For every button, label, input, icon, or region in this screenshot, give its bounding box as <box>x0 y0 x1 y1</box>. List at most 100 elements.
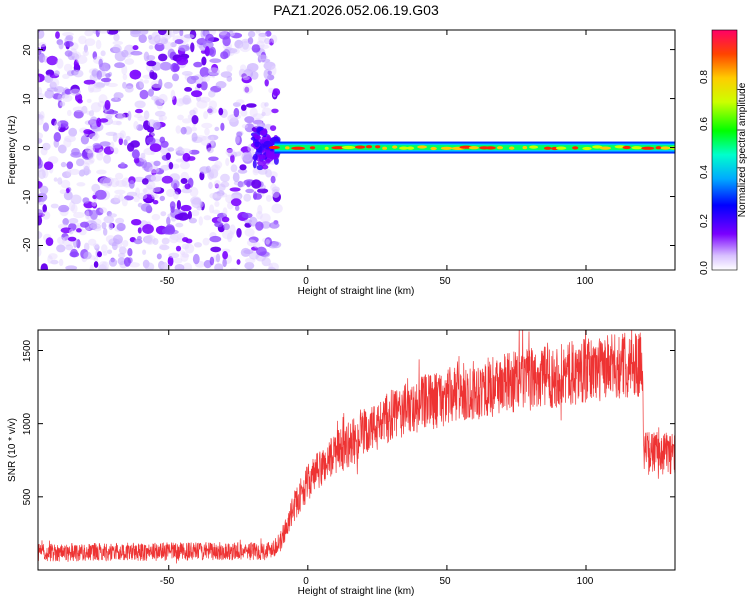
spectrogram-noise-mark <box>214 126 220 132</box>
spectrogram-noise-mark <box>65 265 78 270</box>
spectrogram-noise-mark <box>216 190 225 197</box>
spectrogram-noise-mark <box>93 257 99 262</box>
spectrogram-noise-mark <box>98 30 110 34</box>
spectrogram-noise-mark <box>158 78 163 89</box>
spectrogram-noise-mark <box>264 79 269 87</box>
spectrogram-band-peak <box>430 146 437 151</box>
spectrogram-noise-mark <box>152 186 161 193</box>
spectrogram-noise-mark <box>236 259 241 265</box>
spectrogram-noise-mark <box>271 189 280 198</box>
spectrogram-noise-mark <box>269 171 278 179</box>
spectrogram-band-peak <box>655 146 662 150</box>
spectrogram-noise-mark <box>90 102 102 113</box>
spectrogram-noise-mark <box>139 89 149 100</box>
colorbar-tick-label: 0.2 <box>699 214 710 228</box>
spectrogram-noise-mark <box>38 132 44 140</box>
spectrogram-noise-mark <box>159 244 170 251</box>
spectrogram-noise-mark <box>258 32 268 38</box>
spectrogram-noise-mark <box>236 131 243 137</box>
spectrogram-noise-mark <box>180 178 188 184</box>
spectrogram-noise-mark <box>190 42 195 53</box>
spectrogram-noise-mark <box>68 228 74 235</box>
snr-ticks <box>38 330 675 570</box>
spectrogram-band-peak <box>582 146 592 151</box>
spectrogram-noise-mark <box>182 118 192 124</box>
spectrogram-noise-mark <box>253 241 261 249</box>
spectrogram-noise-mark <box>69 251 80 258</box>
spectrogram-noise-mark <box>244 228 255 237</box>
snr-xlabel: Height of straight line (km) <box>298 586 415 597</box>
colorbar-label: Normalized spectral amplitude <box>737 82 748 217</box>
spectrogram-noise-mark <box>117 113 126 120</box>
colorbar-tick-label: 0.8 <box>699 70 710 84</box>
spectrogram-noise-mark <box>209 235 222 243</box>
spectrogram-noise-mark <box>272 88 281 96</box>
spectrogram-noise-mark <box>70 88 81 96</box>
spectrogram-noise-mark <box>65 35 74 41</box>
spectrogram-noise-mark <box>210 246 222 253</box>
spectrogram-noise-mark <box>137 227 142 234</box>
spectrogram-noise-mark <box>243 249 254 254</box>
spectrogram-noise-mark <box>143 110 150 120</box>
spectrogram-noise-mark <box>103 154 112 164</box>
spectrogram-noise-mark <box>83 251 92 260</box>
spectrogram-noise-mark <box>174 214 184 220</box>
spectrogram-noise-mark <box>133 114 143 118</box>
spectrogram-noise-mark <box>251 44 261 53</box>
spectrogram-noise-mark <box>259 130 267 136</box>
spectrogram-band-peak <box>417 145 427 149</box>
spectrogram-noise-mark <box>225 157 230 167</box>
spectrogram-noise-mark <box>257 160 267 166</box>
spectrogram-noise-mark <box>102 177 112 184</box>
spectrogram-noise-mark <box>96 70 103 80</box>
spectrogram-noise-mark <box>101 261 109 270</box>
spectrogram-noise-mark <box>68 127 78 137</box>
spectrogram-noise-mark <box>269 222 280 229</box>
spectrogram-noise-mark <box>214 201 220 207</box>
snr-panel: -50 0 50 100 500 1000 1500 Height of str… <box>7 329 676 597</box>
snr-frame <box>37 329 676 571</box>
spectrogram-noise-mark <box>133 238 143 245</box>
spectrogram-noise-mark <box>215 81 227 89</box>
spectrogram-noise-mark <box>222 251 229 260</box>
spectrogram-noise-mark <box>167 256 174 267</box>
spectrogram-noise-mark <box>181 243 189 250</box>
spectrogram-noise-mark <box>133 195 140 203</box>
spectrogram-noise-mark <box>118 137 124 146</box>
spectrogram-noise-mark <box>191 197 203 209</box>
spectrogram-ytick-label: 0 <box>22 145 33 151</box>
spectrogram-noise-mark <box>123 257 131 267</box>
spectrogram-noise-mark <box>207 106 214 115</box>
spectrogram-noise-mark <box>62 73 70 79</box>
spectrogram-xtick-label: 50 <box>439 276 451 287</box>
spectrogram-noise-mark <box>202 40 214 49</box>
spectrogram-noise-mark <box>236 99 245 104</box>
spectrogram-noise-mark <box>92 51 98 60</box>
spectrogram-noise-mark <box>101 244 108 253</box>
spectrogram-noise-mark <box>129 69 142 80</box>
spectrogram-noise-mark <box>71 148 80 156</box>
spectrogram-noise-mark <box>83 242 90 251</box>
spectrogram-band-peak <box>509 146 515 150</box>
spectrogram-xlabel: Height of straight line (km) <box>298 286 415 297</box>
spectrogram-noise-mark <box>264 237 273 247</box>
spectrogram-noise-mark <box>220 181 230 188</box>
spectrogram-noise-mark <box>161 175 173 184</box>
spectrogram-noise-mark <box>38 169 46 180</box>
snr-ytick-label: 1000 <box>22 412 33 435</box>
spectrogram-noise-mark <box>112 44 122 53</box>
spectrogram-noise-mark <box>143 79 149 84</box>
spectrogram-noise-mark <box>77 98 83 104</box>
spectrogram-noise-mark <box>65 188 70 194</box>
spectrogram-noise-mark <box>220 51 229 60</box>
spectrogram-noise-mark <box>115 172 124 180</box>
spectrogram-noise-mark <box>70 194 82 205</box>
spectrogram-noise-mark <box>230 198 242 207</box>
spectrogram-noise-mark <box>244 86 250 93</box>
spectrogram-noise-mark <box>248 216 258 227</box>
spectrogram-noise-mark <box>130 50 143 56</box>
spectrogram-noise-mark <box>95 30 100 38</box>
spectrogram-noise-mark <box>109 177 120 188</box>
spectrogram-noise-mark <box>85 145 95 154</box>
spectrogram-noise-mark <box>182 94 191 105</box>
